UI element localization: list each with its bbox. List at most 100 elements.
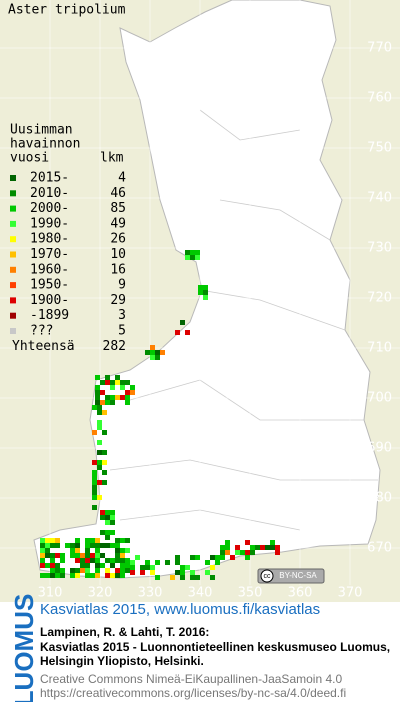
occurrence-square — [145, 560, 150, 565]
legend-label: 1980- — [30, 232, 69, 247]
northing-label: 680 — [367, 491, 392, 506]
occurrence-square — [102, 450, 107, 455]
occurrence-square — [100, 530, 105, 535]
legend-count: 3 — [118, 308, 126, 323]
legend-label: ??? — [30, 324, 53, 339]
occurrence-square — [102, 460, 107, 465]
occurrence-square — [100, 543, 105, 548]
occurrence-square — [75, 558, 80, 563]
occurrence-square — [110, 520, 115, 525]
occurrence-square — [105, 400, 110, 405]
occurrence-square — [92, 430, 97, 435]
occurrence-square — [40, 543, 45, 548]
occurrence-square — [95, 548, 100, 553]
occurrence-square — [50, 558, 55, 563]
occurrence-square — [110, 515, 115, 520]
occurrence-square — [250, 550, 255, 555]
occurrence-square — [125, 558, 130, 563]
occurrence-square — [75, 573, 80, 578]
occurrence-square — [70, 573, 75, 578]
occurrence-square — [40, 553, 45, 558]
occurrence-square — [195, 555, 200, 560]
legend-count: 10 — [110, 247, 126, 262]
occurrence-square — [160, 350, 165, 355]
occurrence-square — [203, 290, 208, 295]
northing-label: 720 — [367, 291, 392, 306]
occurrence-square — [50, 538, 55, 543]
occurrence-square — [95, 573, 100, 578]
occurrence-square — [115, 558, 120, 563]
legend-swatch — [10, 297, 16, 304]
legend-label: 2000- — [30, 201, 69, 216]
northing-label: 670 — [367, 541, 392, 556]
citation-line: Lampinen, R. & Lahti, T. 2016: — [40, 625, 209, 639]
legend-count: 85 — [110, 201, 126, 216]
occurrence-square — [125, 563, 130, 568]
occurrence-square — [70, 548, 75, 553]
occurrence-square — [150, 355, 155, 360]
occurrence-square — [120, 385, 125, 390]
license-badge-text: BY-NC-SA — [279, 571, 317, 580]
occurrence-square — [75, 538, 80, 543]
occurrence-square — [150, 350, 155, 355]
northing-label: 750 — [367, 141, 392, 156]
legend-count: 29 — [110, 293, 126, 308]
occurrence-square — [40, 573, 45, 578]
legend-label: -1899 — [30, 308, 69, 323]
occurrence-square — [75, 543, 80, 548]
occurrence-square — [80, 553, 85, 558]
occurrence-square — [105, 375, 110, 380]
occurrence-square — [190, 570, 195, 575]
occurrence-square — [120, 548, 125, 553]
occurrence-square — [92, 490, 97, 495]
legend-label: 2015- — [30, 171, 69, 186]
occurrence-square — [75, 568, 80, 573]
occurrence-square — [102, 410, 107, 415]
occurrence-square — [90, 573, 95, 578]
occurrence-square — [190, 255, 195, 260]
occurrence-square — [125, 395, 130, 400]
occurrence-square — [225, 550, 230, 555]
occurrence-square — [85, 553, 90, 558]
occurrence-square — [210, 575, 215, 580]
occurrence-square — [120, 380, 125, 385]
occurrence-square — [220, 555, 225, 560]
footer-link[interactable]: Kasviatlas 2015, www.luomus.fi/kasviatla… — [40, 601, 320, 618]
occurrence-square — [275, 545, 280, 550]
occurrence-square — [120, 558, 125, 563]
occurrence-square — [175, 330, 180, 335]
occurrence-square — [65, 543, 70, 548]
occurrence-square — [225, 545, 230, 550]
region-borders — [109, 109, 378, 531]
occurrence-square — [225, 540, 230, 545]
occurrence-square — [102, 480, 107, 485]
occurrence-square — [180, 570, 185, 575]
legend-swatch — [10, 251, 16, 258]
legend-count: 46 — [110, 186, 126, 201]
occurrence-square — [95, 553, 100, 558]
occurrence-square — [110, 530, 115, 535]
occurrence-square — [110, 543, 115, 548]
occurrence-square — [203, 295, 208, 300]
occurrence-square — [235, 545, 240, 550]
easting-label: 340 — [188, 586, 213, 601]
occurrence-square — [210, 565, 215, 570]
occurrence-square — [150, 345, 155, 350]
occurrence-square — [215, 555, 220, 560]
occurrence-square — [50, 553, 55, 558]
occurrence-square — [105, 380, 110, 385]
occurrence-square — [95, 390, 100, 395]
occurrence-square — [105, 568, 110, 573]
occurrence-square — [102, 470, 107, 475]
occurrence-square — [250, 545, 255, 550]
occurrence-square — [105, 520, 110, 525]
occurrence-square — [270, 540, 275, 545]
occurrence-square — [150, 565, 155, 570]
occurrence-square — [45, 543, 50, 548]
occurrence-square — [92, 505, 97, 510]
legend-swatch — [10, 175, 16, 181]
easting-label: 330 — [138, 586, 163, 601]
occurrence-square — [255, 545, 260, 550]
occurrence-square — [102, 430, 107, 435]
